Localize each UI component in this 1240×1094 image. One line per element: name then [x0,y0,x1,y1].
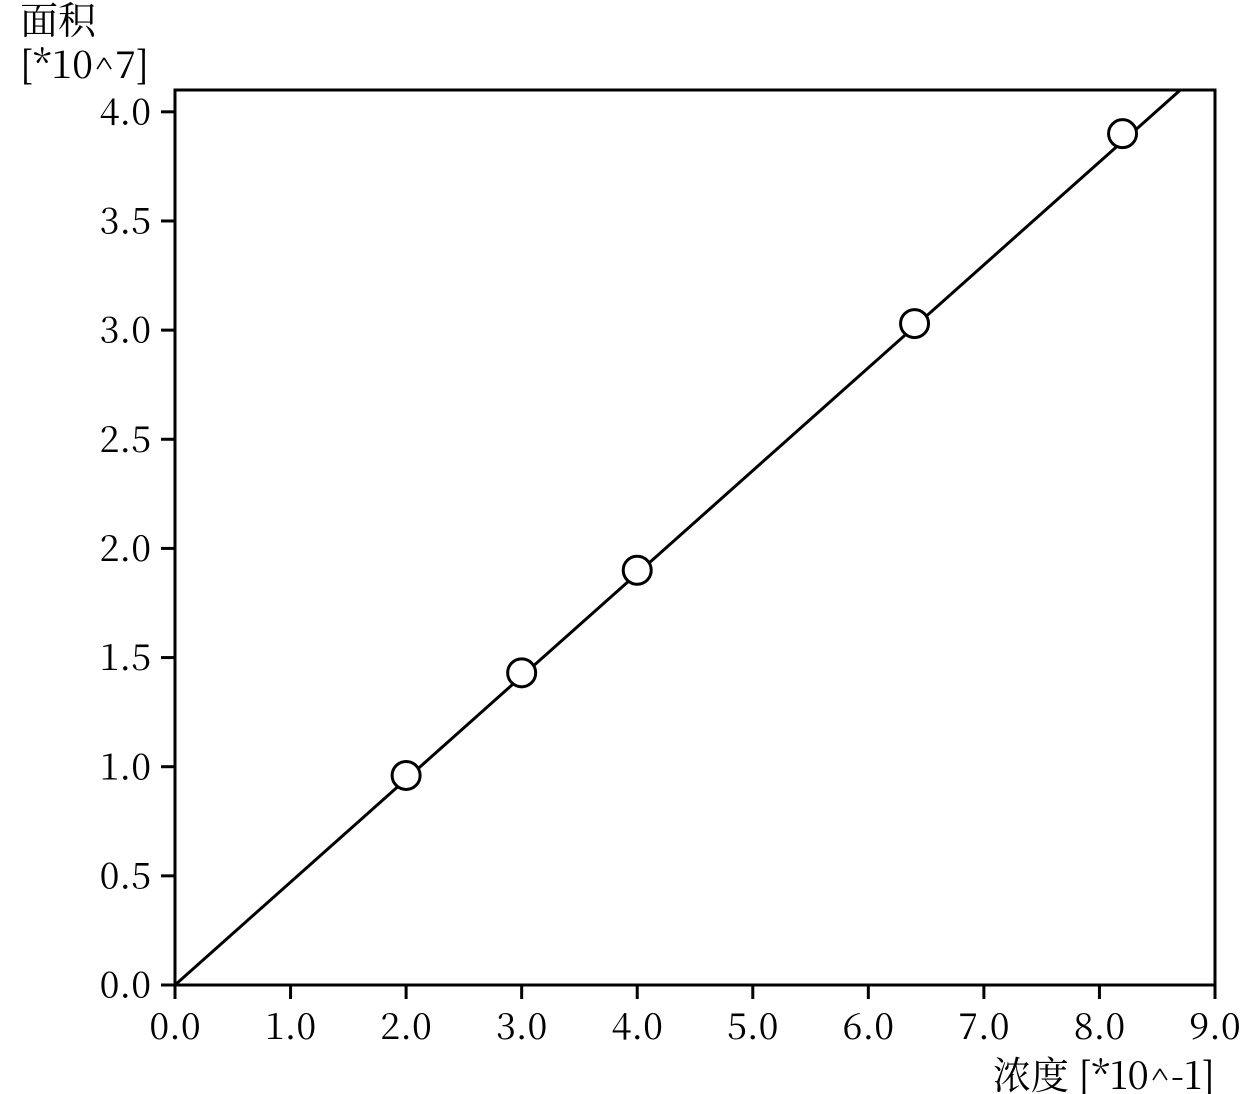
data-point [392,761,420,789]
x-tick-label: 8.0 [1074,999,1125,1050]
data-point [508,659,536,687]
y-tick-label: 3.0 [100,303,151,354]
data-point [623,556,651,584]
x-tick-label: 6.0 [843,999,894,1050]
y-tick-label: 1.0 [100,739,151,790]
x-tick-label: 4.0 [612,999,663,1050]
y-tick-label: 3.5 [100,194,151,245]
x-tick-label: 5.0 [727,999,778,1050]
y-tick-label: 2.5 [100,412,151,463]
y-tick-label: 2.0 [100,521,151,572]
x-tick-label: 1.0 [265,999,316,1050]
x-tick-label: 0.0 [149,999,200,1050]
chart-container: 0.0 1.0 2.0 3.0 4.0 5.0 6.0 7.0 8.0 9.0 0.0 0.5 1.0 1… [0,0,1240,1094]
x-tick-label: 3.0 [496,999,547,1050]
data-point [901,310,929,338]
y-tick-label: 1.5 [100,630,151,681]
x-tick-label: 9.0 [1189,999,1240,1050]
y-tick-label: 0.0 [100,958,151,1009]
x-tick-label: 2.0 [380,999,431,1050]
x-tick-label: 7.0 [958,999,1009,1050]
y-tick-label: 0.5 [100,848,151,899]
x-axis-title: 浓度 [*10^-1] [993,1045,1215,1094]
scatter-chart: 0.0 1.0 2.0 3.0 4.0 5.0 6.0 7.0 8.0 9.0 0.0 0.5 1.0 1… [0,0,1240,1094]
data-point [1109,120,1137,148]
y-axis-title-line2: [*10^7] [20,34,149,89]
y-tick-label: 4.0 [100,84,151,135]
